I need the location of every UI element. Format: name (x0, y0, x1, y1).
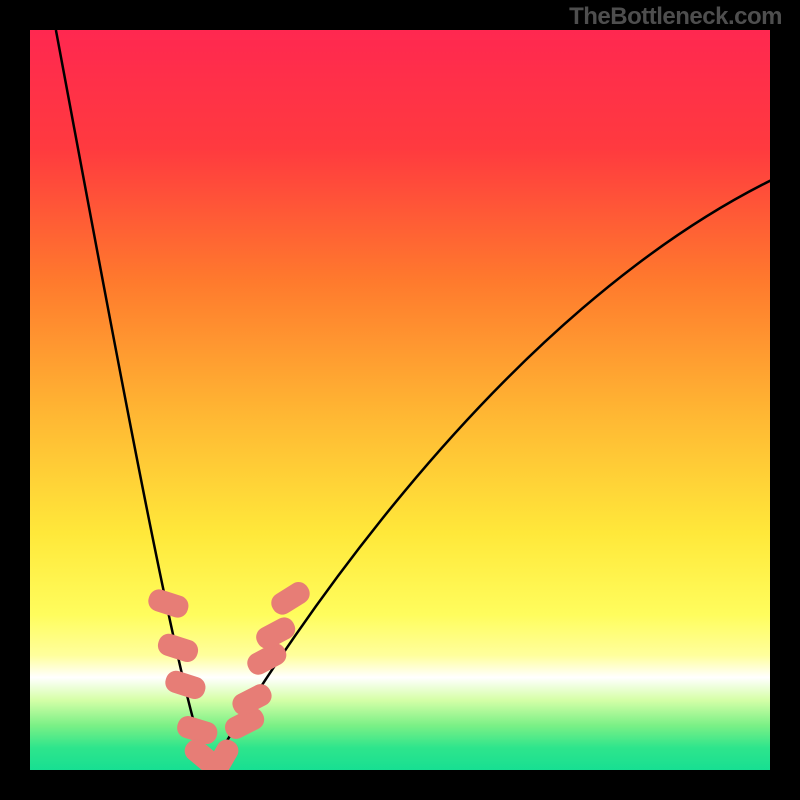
outer-frame: TheBottleneck.com (0, 0, 800, 800)
data-marker (267, 578, 313, 618)
data-marker (163, 668, 209, 702)
data-marker (146, 587, 192, 621)
marker-layer (30, 30, 770, 770)
data-marker (155, 631, 201, 665)
attribution-title: TheBottleneck.com (0, 3, 800, 31)
plot-area (30, 30, 770, 770)
